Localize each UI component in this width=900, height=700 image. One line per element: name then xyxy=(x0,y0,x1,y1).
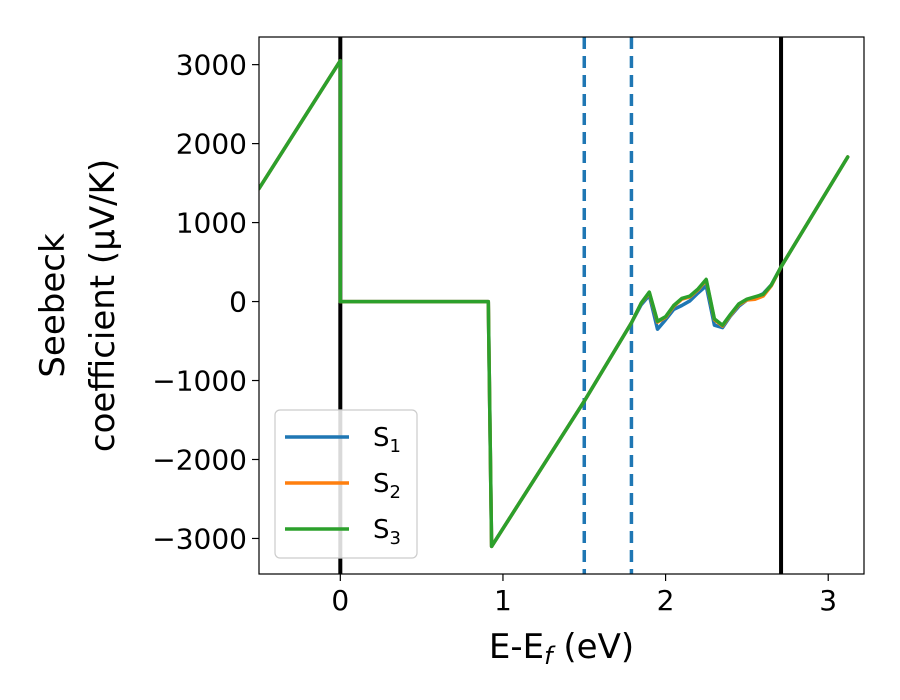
legend-label-s3: S3 xyxy=(373,515,401,549)
legend: S1 S2 S3 xyxy=(274,409,418,559)
x-tick-label: 0 xyxy=(331,584,349,617)
y-tick-label: −2000 xyxy=(152,443,247,476)
y-axis-label-line1: Seebeck xyxy=(33,233,73,378)
y-tick-label: 0 xyxy=(229,286,247,319)
x-tick-label: 3 xyxy=(819,584,837,617)
y-tick-label: −3000 xyxy=(152,522,247,555)
series-line-s3 xyxy=(259,58,850,549)
y-tick-label: 1000 xyxy=(176,207,247,240)
legend-label-s1: S1 xyxy=(373,423,401,457)
x-axis-label: E-Ef (eV) xyxy=(489,627,634,670)
y-axis-ticks: 3000 2000 1000 0 −1000 −2000 −3000 xyxy=(152,49,259,555)
y-axis-label: Seebeck coefficient (μV/K) xyxy=(33,159,123,452)
x-tick-label: 2 xyxy=(657,584,675,617)
x-axis-ticks: 0 1 2 3 xyxy=(331,574,837,617)
y-axis-label-line2: coefficient (μV/K) xyxy=(83,159,123,452)
y-tick-label: 2000 xyxy=(176,128,247,161)
y-tick-label: 3000 xyxy=(176,49,247,82)
plot-frame xyxy=(258,36,865,575)
series-lines xyxy=(259,58,850,549)
legend-label-s2: S2 xyxy=(373,469,401,503)
y-tick-label: −1000 xyxy=(152,365,247,398)
x-tick-label: 1 xyxy=(494,584,512,617)
